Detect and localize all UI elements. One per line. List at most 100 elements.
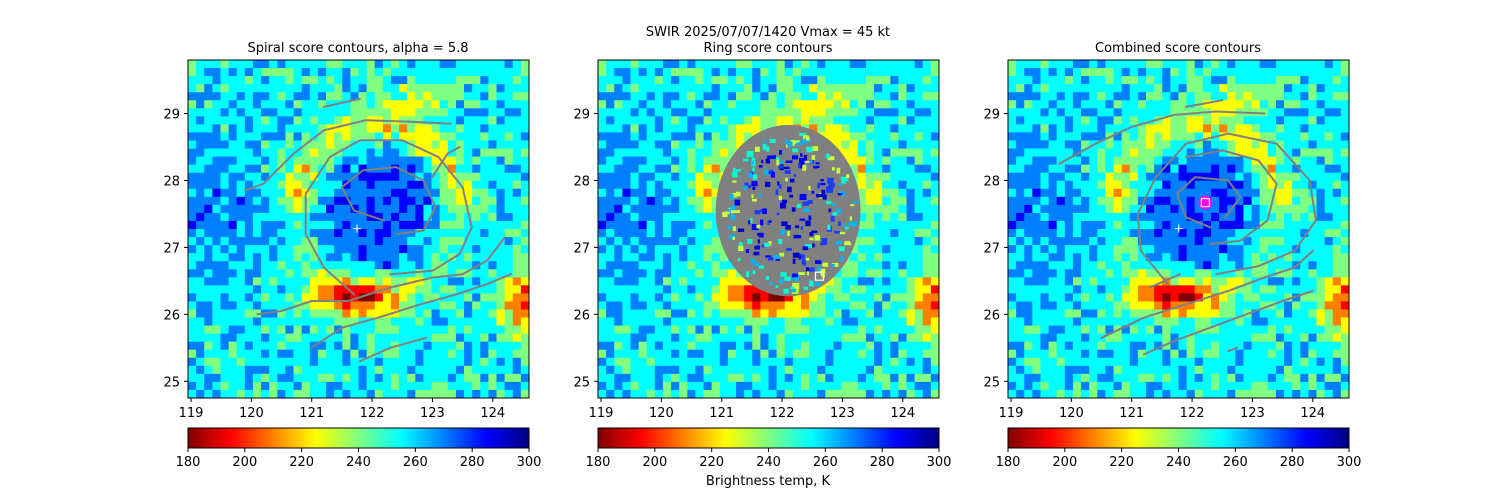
ring-texture-patch	[780, 272, 787, 277]
heatmap-cell	[261, 148, 270, 158]
heatmap-cell	[269, 325, 278, 335]
heatmap-cell	[1072, 277, 1082, 286]
heatmap-cell	[512, 253, 522, 262]
heatmap-cell	[1146, 389, 1155, 398]
heatmap-cell	[638, 204, 648, 214]
heatmap-cell	[1219, 148, 1228, 158]
heatmap-cell	[1064, 381, 1074, 391]
heatmap-cell	[228, 212, 238, 222]
heatmap-cell	[188, 124, 197, 134]
score-contour-line	[244, 119, 452, 192]
ring-texture-patch	[785, 177, 788, 182]
heatmap-cell	[520, 333, 529, 343]
heatmap-cell	[638, 132, 648, 142]
heatmap-cell	[1048, 301, 1058, 311]
heatmap-cell	[1113, 220, 1123, 230]
heatmap-cell	[1113, 317, 1123, 327]
heatmap-cell	[768, 68, 778, 77]
heatmap-cell	[711, 229, 721, 238]
y-tick-label: 25	[573, 375, 590, 390]
heatmap-cell	[1121, 212, 1131, 222]
heatmap-cell	[857, 196, 867, 206]
heatmap-cell	[882, 293, 891, 303]
heatmap-cell	[857, 301, 867, 311]
colorbar-tick-label: 280	[460, 455, 485, 470]
heatmap-cell	[598, 245, 607, 254]
heatmap-cell	[671, 317, 680, 327]
heatmap-cell	[358, 293, 368, 303]
heatmap-cell	[212, 365, 222, 375]
heatmap-cell	[630, 357, 640, 367]
heatmap-cell	[334, 204, 343, 214]
heatmap-cell	[1210, 357, 1220, 367]
heatmap-cell	[1186, 317, 1196, 327]
heatmap-cell	[1121, 261, 1131, 270]
heatmap-cell	[882, 164, 891, 174]
heatmap-cell	[1016, 309, 1025, 319]
heatmap-cell	[188, 196, 197, 206]
heatmap-cell	[228, 164, 238, 174]
heatmap-cell	[236, 204, 246, 214]
heatmap-cell	[488, 76, 498, 85]
heatmap-cell	[252, 100, 262, 109]
heatmap-cell	[212, 220, 222, 230]
heatmap-cell	[196, 373, 205, 383]
heatmap-cell	[833, 84, 843, 93]
heatmap-cell	[472, 212, 481, 222]
heatmap-cell	[480, 76, 490, 85]
heatmap-cell	[1146, 349, 1155, 359]
heatmap-cell	[1016, 68, 1025, 77]
ring-texture-patch	[733, 168, 736, 172]
heatmap-cell	[390, 237, 400, 246]
heatmap-cell	[1194, 285, 1204, 294]
heatmap-cell	[1121, 341, 1131, 351]
heatmap-cell	[366, 229, 376, 238]
heatmap-cell	[695, 84, 705, 93]
heatmap-cell	[906, 124, 916, 134]
heatmap-cell	[455, 188, 465, 198]
heatmap-cell	[719, 341, 729, 351]
heatmap-cell	[1040, 317, 1050, 327]
heatmap-cell	[1056, 172, 1066, 182]
heatmap-cell	[1202, 309, 1212, 319]
heatmap-cell	[1154, 245, 1163, 254]
heatmap-cell	[261, 325, 270, 335]
heatmap-cell	[622, 164, 632, 174]
heatmap-cell	[399, 349, 408, 359]
ring-texture-patch	[805, 136, 810, 141]
heatmap-cell	[358, 140, 368, 150]
heatmap-cell	[1146, 100, 1155, 109]
heatmap-cell	[1202, 172, 1212, 182]
heatmap-cell	[679, 309, 688, 319]
heatmap-cell	[196, 349, 205, 359]
heatmap-cell	[1162, 68, 1171, 77]
heatmap-cell	[679, 204, 688, 214]
ring-texture-patch	[840, 255, 844, 262]
heatmap-cell	[1072, 261, 1082, 270]
heatmap-cell	[622, 220, 632, 230]
ring-texture-patch	[803, 208, 810, 212]
heatmap-cell	[630, 180, 640, 190]
heatmap-cell	[874, 172, 883, 182]
heatmap-cell	[1137, 357, 1147, 367]
heatmap-cell	[622, 60, 632, 69]
heatmap-cell	[874, 277, 883, 286]
heatmap-cell	[833, 293, 843, 303]
heatmap-cell	[504, 253, 514, 262]
heatmap-cell	[1178, 140, 1188, 150]
heatmap-cell	[776, 389, 786, 398]
heatmap-cell	[188, 148, 197, 158]
heatmap-cell	[1105, 204, 1115, 214]
heatmap-cell	[1089, 349, 1098, 359]
heatmap-cell	[744, 100, 753, 109]
heatmap-cell	[882, 389, 891, 398]
heatmap-cell	[204, 277, 213, 286]
heatmap-cell	[277, 245, 287, 254]
ring-texture-patch	[776, 159, 780, 166]
heatmap-cell	[687, 373, 697, 383]
heatmap-cell	[622, 261, 632, 270]
heatmap-cell	[679, 365, 688, 375]
heatmap-cell	[1040, 269, 1050, 278]
heatmap-cell	[1089, 164, 1098, 174]
heatmap-cell	[1097, 60, 1107, 69]
